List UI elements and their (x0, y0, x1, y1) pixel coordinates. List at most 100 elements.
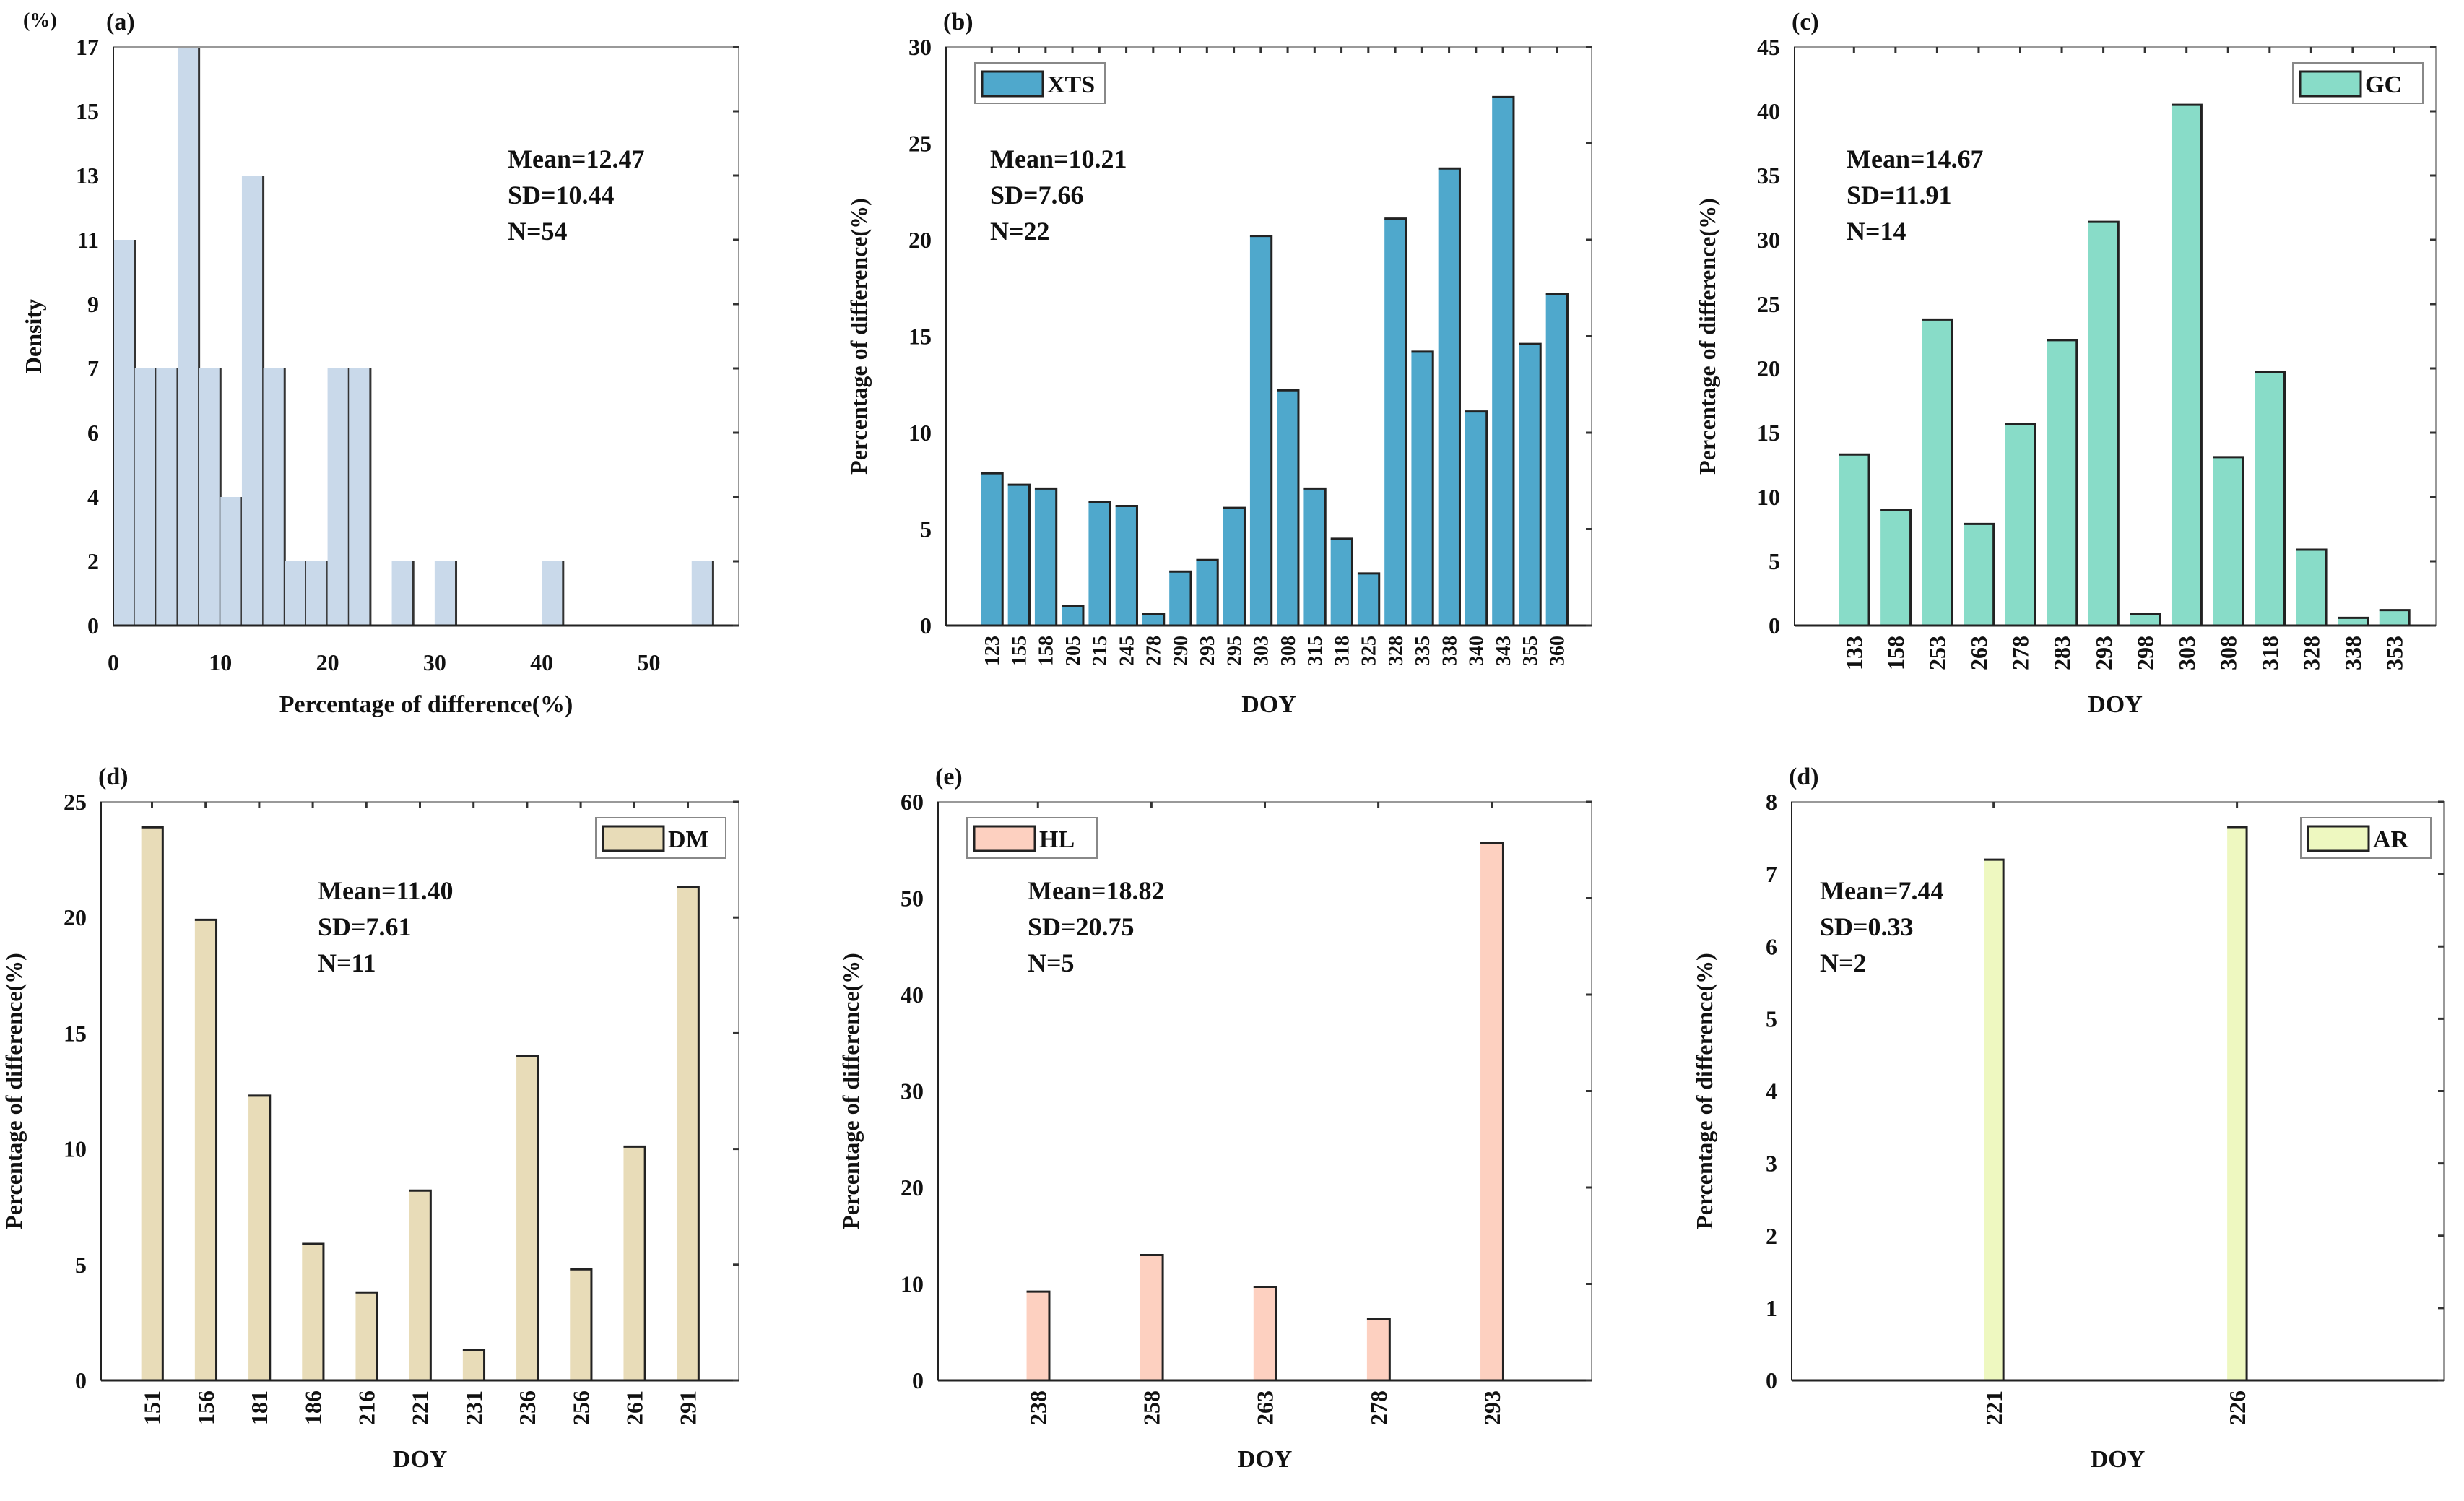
x-tick-label: 315 (1304, 636, 1327, 666)
y-tick-label: 5 (75, 1252, 87, 1278)
bar (1492, 97, 1514, 626)
stat-text: Mean=10.21 (990, 144, 1127, 173)
x-tick-label: 293 (2091, 636, 2117, 670)
bar-edge (1964, 522, 1995, 626)
legend-label: AR (2373, 826, 2409, 853)
y-tick-label: 13 (76, 163, 99, 189)
x-axis-label: DOY (2091, 1446, 2146, 1473)
y-tick-label: 2 (1766, 1223, 1777, 1249)
x-tick-label: 216 (353, 1390, 379, 1425)
y-tick-label: 10 (1757, 484, 1780, 510)
panel-2: 0 5 10 15 20 25 30 123 155 158 205 215 245 278 290 293 2… (846, 9, 1592, 718)
bar (2338, 618, 2368, 626)
bar (2379, 610, 2410, 626)
y-tick-label: 45 (1757, 34, 1780, 60)
bar (677, 887, 699, 1380)
bar (141, 827, 163, 1380)
x-tick-label: 158 (1036, 636, 1058, 666)
y-tick-label: 25 (1757, 291, 1780, 317)
histogram-bar (113, 240, 135, 626)
bar (1115, 506, 1137, 626)
y-tick-label: 1 (1766, 1295, 1777, 1321)
panel-label: (b) (943, 9, 973, 35)
bar-edge (570, 1268, 593, 1380)
x-tick-label: 151 (139, 1390, 165, 1425)
bar-edge (1034, 487, 1058, 626)
x-tick-label: 0 (108, 649, 119, 675)
bar-edge (1366, 1318, 1391, 1380)
bar-edge (1330, 537, 1353, 626)
x-tick-label: 293 (1479, 1390, 1505, 1425)
y-tick-label: 9 (87, 291, 99, 317)
x-tick-label: 325 (1358, 636, 1381, 666)
y-tick-label: 50 (901, 886, 924, 912)
stat-text: Mean=14.67 (1847, 144, 1984, 173)
stat-text: SD=7.61 (318, 912, 412, 941)
bar-edge (1839, 453, 1870, 626)
bar-edge (2005, 423, 2036, 626)
y-tick-label: 7 (87, 355, 99, 381)
x-tick-label: 340 (1466, 636, 1488, 666)
bar (1839, 454, 1870, 626)
bar (2171, 105, 2202, 626)
x-tick-label: 283 (2049, 636, 2075, 670)
bar-edge (1115, 504, 1138, 626)
x-tick-label: 338 (2340, 636, 2366, 670)
histogram-bar (305, 561, 328, 626)
x-tick-label: 328 (2299, 636, 2325, 670)
y-tick-label: 11 (77, 227, 99, 253)
x-tick-label: 258 (1139, 1390, 1165, 1425)
bar-edge (1253, 1286, 1277, 1380)
x-tick-label: 343 (1493, 636, 1515, 666)
bar (2130, 613, 2160, 626)
histogram-bar (199, 368, 221, 626)
bar (981, 473, 1003, 626)
x-tick-label: 236 (514, 1390, 540, 1425)
stat-text: Mean=7.44 (1820, 876, 1944, 905)
unit-label: (%) (23, 9, 57, 32)
legend-label: GC (2365, 72, 2402, 98)
x-tick-label: 221 (1981, 1390, 2007, 1425)
bar (570, 1269, 591, 1380)
x-tick-label: 253 (1925, 636, 1951, 670)
x-tick-label: 256 (568, 1390, 594, 1425)
bar-edge (1492, 95, 1515, 626)
bar-edge (2088, 220, 2120, 626)
y-tick-label: 4 (1766, 1078, 1777, 1104)
x-tick-label: 215 (1089, 636, 1111, 666)
stat-text: Mean=18.82 (1028, 876, 1165, 905)
stat-text: SD=11.91 (1847, 181, 1952, 209)
stat-text: N=2 (1820, 948, 1867, 977)
x-tick-label: 245 (1116, 636, 1138, 666)
y-tick-label: 8 (1766, 789, 1777, 815)
y-tick-label: 40 (1757, 98, 1780, 124)
panel-label: (c) (1792, 9, 1819, 35)
histogram-bar (391, 561, 414, 626)
bar-edge (623, 1145, 646, 1380)
stat-text: SD=20.75 (1028, 912, 1135, 941)
legend: DM (595, 817, 726, 859)
y-tick-label: 5 (920, 516, 932, 542)
bar-edge (1196, 558, 1219, 626)
bar-edge (677, 886, 700, 1380)
bar (1253, 1286, 1277, 1380)
bar (1223, 508, 1245, 626)
bar-edge (1438, 167, 1461, 626)
bar (302, 1243, 324, 1380)
bar-edge (1142, 613, 1166, 626)
x-tick-label: 263 (1966, 636, 1992, 670)
bar-edge (1026, 1290, 1051, 1380)
x-tick-label: 295 (1223, 636, 1246, 666)
histogram-bar (434, 561, 456, 626)
y-tick-label: 17 (76, 34, 99, 60)
x-tick-label: 360 (1546, 636, 1569, 666)
y-tick-label: 10 (64, 1136, 87, 1162)
bar (2296, 549, 2327, 626)
bar (1357, 573, 1379, 626)
y-tick-label: 3 (1766, 1151, 1777, 1177)
stat-text: SD=0.33 (1820, 912, 1914, 941)
legend-swatch (602, 825, 665, 852)
bar-edge (2227, 826, 2248, 1380)
bar-edge (194, 918, 218, 1380)
